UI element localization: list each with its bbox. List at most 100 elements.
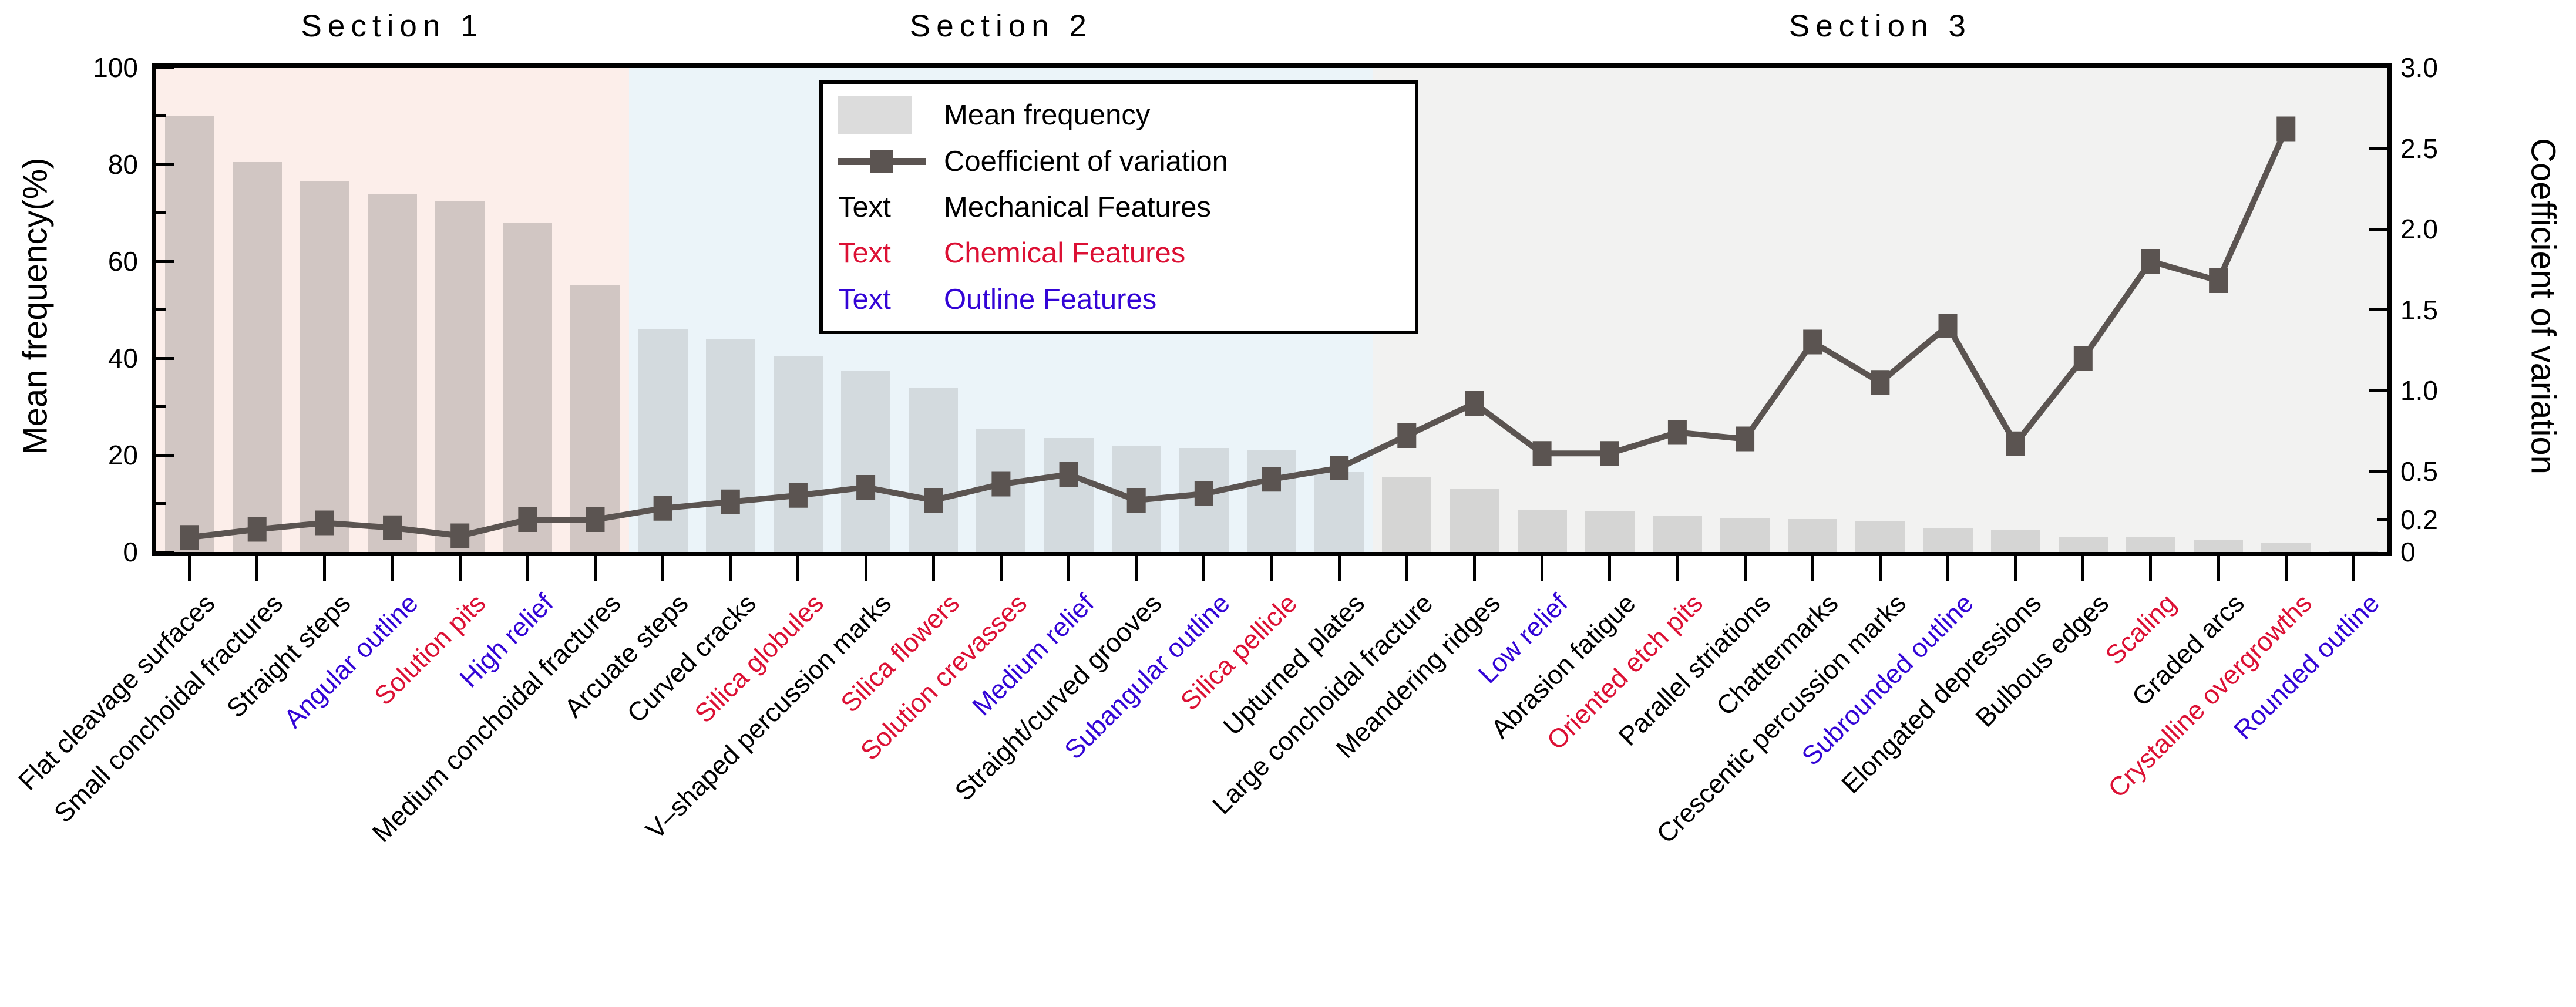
x-tick-29 (2081, 556, 2085, 581)
x-tick-12 (931, 556, 935, 581)
left-tick-40 (156, 356, 174, 360)
left-tick-70 (156, 211, 166, 214)
cv-marker-16 (1194, 481, 1213, 506)
right-tick-2 (2369, 227, 2387, 231)
right-tick-2.5 (2369, 147, 2387, 150)
legend-row-mechanical: Text Mechanical Features (838, 184, 1400, 230)
x-tick-31 (2217, 556, 2220, 581)
cv-marker-29 (2073, 346, 2093, 371)
left-tick-10 (156, 502, 166, 505)
cv-marker-10 (788, 483, 808, 508)
cv-marker-13 (991, 471, 1011, 497)
right-tick-1.5 (2369, 308, 2387, 311)
bar-curved-cracks (705, 339, 755, 552)
x-tick-20 (1472, 556, 1476, 581)
x-tick-4 (391, 556, 394, 581)
x-tick-7 (593, 556, 597, 581)
cv-marker-30 (2141, 249, 2160, 274)
x-tick-21 (1541, 556, 1544, 581)
section-title-2: Section 2 (909, 9, 1092, 43)
x-tick-6 (526, 556, 529, 581)
cv-line-swatch-icon (838, 149, 926, 173)
bar-large-conchoidal-fracture (1382, 477, 1432, 552)
bar-silica-globules (773, 355, 823, 552)
bar-straight-steps (300, 181, 349, 552)
x-tick-14 (1067, 556, 1071, 581)
cv-marker-20 (1465, 391, 1484, 416)
bar-crescentic-percussion-marks (1855, 521, 1905, 552)
left-tick-label-40: 40 (107, 343, 138, 373)
right-tick-label-0: 0 (2400, 537, 2416, 567)
cv-marker-31 (2209, 268, 2228, 293)
bar-chattermarks (1788, 518, 1838, 552)
cv-marker-21 (1532, 441, 1552, 466)
bar-low-relief (1517, 510, 1567, 552)
x-tick-9 (729, 556, 732, 581)
left-tick-label-80: 80 (107, 149, 138, 180)
left-tick-label-20: 20 (107, 440, 138, 470)
bar-subrounded-outline (1923, 527, 1973, 552)
bar-bulbous-edges (2058, 536, 2108, 552)
right-tick-label-1.5: 1.5 (2400, 294, 2438, 325)
cv-marker-27 (1938, 314, 1958, 338)
right-tick-label-0.2: 0.2 (2400, 504, 2438, 535)
cv-marker-2 (247, 517, 267, 542)
bar-meandering-ridges (1450, 489, 1499, 552)
x-tick-33 (2352, 556, 2355, 581)
x-tick-2 (255, 556, 259, 581)
bar-abrasion-fatigue (1585, 511, 1635, 552)
right-tick-label-0.5: 0.5 (2400, 456, 2438, 487)
legend-label-cv: Coefficient of variation (944, 145, 1228, 177)
right-tick-1 (2369, 389, 2387, 392)
cv-marker-17 (1262, 467, 1281, 492)
left-tick-90 (156, 114, 166, 117)
x-tick-13 (999, 556, 1003, 581)
cv-marker-4 (383, 515, 402, 540)
x-tick-28 (2014, 556, 2017, 581)
left-tick-label-60: 60 (107, 246, 138, 277)
cv-marker-6 (518, 507, 537, 532)
bar-high-relief (503, 223, 553, 552)
right-tick-label-2.0: 2.0 (2400, 214, 2438, 244)
left-tick-0 (156, 550, 174, 554)
legend: Mean frequency Coefficient of variation … (819, 80, 1418, 334)
cv-polyline (189, 127, 2289, 541)
right-tick-label-3.0: 3.0 (2400, 52, 2438, 83)
bar-crystalline-overgrowths (2261, 543, 2311, 552)
cv-marker-15 (1126, 488, 1146, 513)
cv-marker-18 (1330, 456, 1349, 480)
left-tick-50 (156, 308, 166, 311)
section-title-1: Section 1 (301, 9, 484, 43)
text-sample-mechanical: Text (838, 191, 891, 223)
x-tick-18 (1337, 556, 1341, 581)
legend-row-mean-frequency: Mean frequency (838, 92, 1400, 138)
right-tick-label-2.5: 2.5 (2400, 133, 2438, 164)
cv-marker-11 (856, 475, 876, 500)
legend-row-outline: Text Outline Features (838, 277, 1400, 322)
bar-angular-outline (368, 193, 418, 552)
bar-small-conchoidal-fractures (232, 161, 282, 552)
section-title-3: Section 3 (1788, 9, 1972, 43)
cv-marker-8 (653, 496, 672, 521)
bar-scaling (2126, 537, 2175, 552)
bar-graded-arcs (2194, 539, 2244, 552)
x-tick-22 (1608, 556, 1612, 581)
cv-marker-26 (1871, 370, 1890, 395)
x-tick-5 (458, 556, 462, 581)
cv-marker-23 (1667, 420, 1687, 445)
left-tick-30 (156, 405, 166, 408)
bar-silica-flowers (909, 387, 959, 552)
x-tick-17 (1270, 556, 1273, 581)
x-tick-32 (2284, 556, 2288, 581)
right-tick-0.2 (2377, 518, 2387, 521)
bar-parallel-striations (1720, 518, 1770, 552)
left-tick-label-100: 100 (93, 52, 138, 83)
x-tick-10 (796, 556, 800, 581)
bar-medium-relief (1044, 438, 1094, 552)
x-tick-8 (661, 556, 665, 581)
cv-marker-19 (1397, 423, 1417, 448)
cv-marker-3 (315, 510, 334, 536)
bar-oriented-etch-pits (1652, 516, 1702, 552)
left-tick-20 (156, 453, 174, 457)
